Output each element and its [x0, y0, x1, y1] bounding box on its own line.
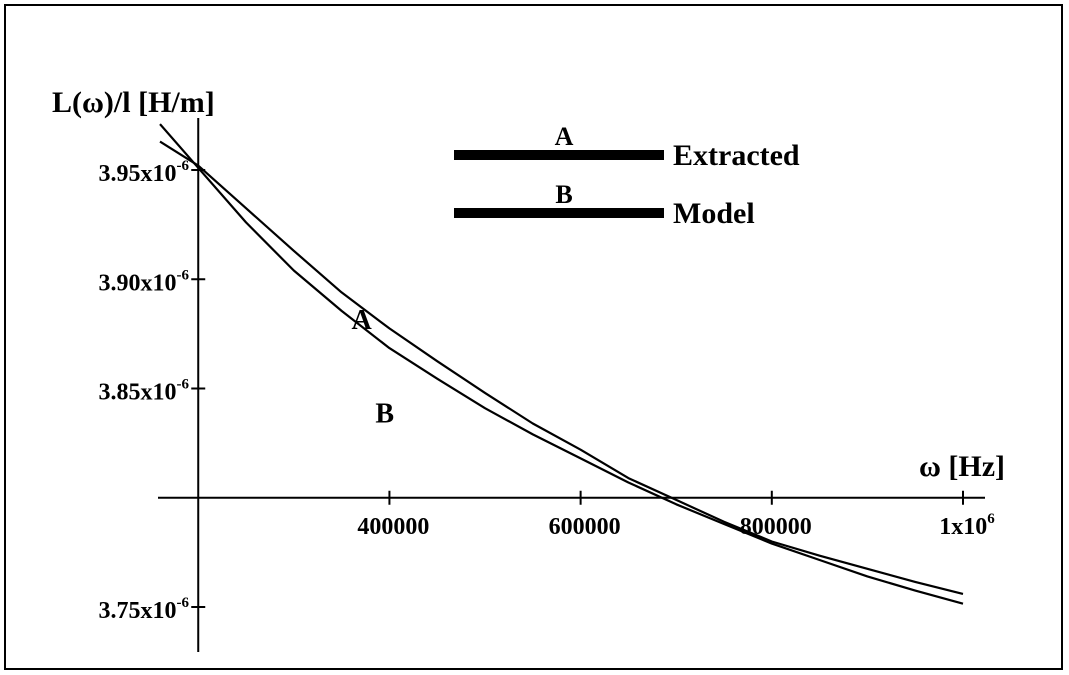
legend-marker-a: A — [555, 122, 574, 151]
series-lines: AB — [159, 123, 964, 605]
x-tick-label: 400000 — [357, 514, 429, 540]
legend: A Extracted B Model — [454, 122, 800, 230]
y-axis-label: L(ω)/l [H/m] — [52, 86, 215, 119]
x-tick-label: 600000 — [549, 514, 621, 540]
y-tick-label: 3.85x10-6 — [99, 377, 190, 406]
legend-label-a: Extracted — [673, 139, 800, 172]
axes — [158, 118, 985, 652]
legend-marker-b: B — [555, 180, 572, 209]
series-label-b: B — [375, 399, 394, 430]
legend-swatch-a — [454, 150, 664, 160]
y-tick-label: 3.90x10-6 — [99, 267, 190, 296]
tick-labels: 3.95x10-6 3.90x10-6 3.85x10-6 3.75x10-6 4000… — [99, 158, 996, 624]
chart-frame — [4, 4, 1063, 670]
x-axis-label: ω [Hz] — [919, 450, 1005, 483]
legend-swatch-b — [454, 208, 664, 218]
series-label-a: A — [352, 305, 373, 336]
series-line-b — [159, 123, 964, 605]
legend-label-b: Model — [673, 197, 755, 230]
series-line-a — [159, 140, 964, 595]
y-tick-label: 3.95x10-6 — [99, 158, 190, 187]
x-tick-label: 1x106 — [939, 511, 995, 540]
y-tick-label: 3.75x10-6 — [99, 595, 190, 624]
